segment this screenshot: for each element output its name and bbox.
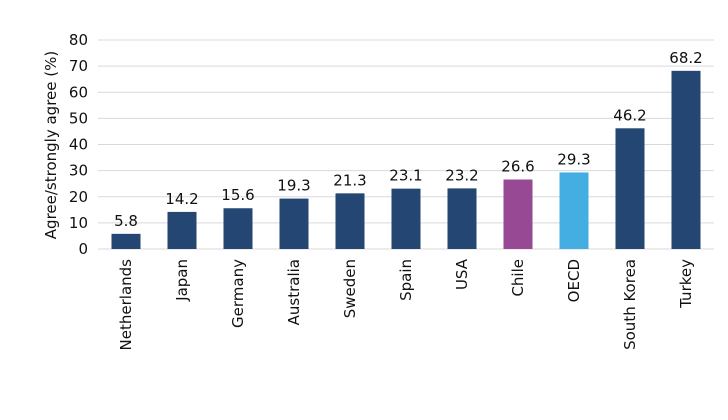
y-axis-title: Agree/strongly agree (%) xyxy=(42,51,60,239)
bar xyxy=(559,172,589,249)
data-label: 15.6 xyxy=(221,186,254,204)
x-tick-label: USA xyxy=(453,258,471,290)
x-tick-label: South Korea xyxy=(621,259,639,350)
data-label: 29.3 xyxy=(557,150,590,168)
data-label: 5.8 xyxy=(114,212,138,230)
y-tick-label: 20 xyxy=(69,188,88,206)
bar xyxy=(503,179,533,249)
data-label: 21.3 xyxy=(333,171,366,189)
y-tick-label: 0 xyxy=(78,240,88,258)
bar xyxy=(279,198,309,249)
bar xyxy=(167,211,197,249)
y-axis-ticks: 0 10 20 30 40 50 60 70 80 xyxy=(69,31,88,258)
bar xyxy=(671,70,701,249)
data-label: 14.2 xyxy=(165,190,198,208)
x-tick-label: Spain xyxy=(397,259,415,301)
bar xyxy=(391,188,421,249)
bars xyxy=(111,70,701,249)
x-axis-labels: Netherlands Japan Germany Australia Sweden Sp… xyxy=(117,258,695,350)
x-tick-label: Netherlands xyxy=(117,259,135,351)
bar xyxy=(615,128,645,249)
data-labels: 5.8 14.2 15.6 19.3 21.3 23.1 23.2 26.6 29.3 46.2 6… xyxy=(114,49,703,230)
y-tick-label: 40 xyxy=(69,136,88,154)
data-label: 26.6 xyxy=(501,158,534,176)
x-tick-label: Turkey xyxy=(677,259,695,309)
data-label: 23.1 xyxy=(389,167,422,185)
y-tick-label: 10 xyxy=(69,214,88,232)
bar xyxy=(223,208,253,249)
y-tick-label: 70 xyxy=(69,57,88,75)
x-tick-label: Chile xyxy=(509,259,527,297)
gridlines xyxy=(98,39,714,250)
bar xyxy=(447,188,477,249)
data-label: 68.2 xyxy=(669,49,702,67)
data-label: 46.2 xyxy=(613,106,646,124)
bar xyxy=(335,193,365,249)
x-tick-label: Japan xyxy=(173,259,191,302)
bar xyxy=(111,233,141,249)
x-tick-label: Germany xyxy=(229,259,247,328)
data-label: 19.3 xyxy=(277,177,310,195)
y-tick-label: 50 xyxy=(69,109,88,127)
y-tick-label: 80 xyxy=(69,31,88,49)
x-tick-label: Australia xyxy=(285,259,303,325)
y-tick-label: 30 xyxy=(69,162,88,180)
x-tick-label: OECD xyxy=(565,259,583,302)
y-tick-label: 60 xyxy=(69,83,88,101)
x-tick-label: Sweden xyxy=(341,259,359,318)
data-label: 23.2 xyxy=(445,166,478,184)
